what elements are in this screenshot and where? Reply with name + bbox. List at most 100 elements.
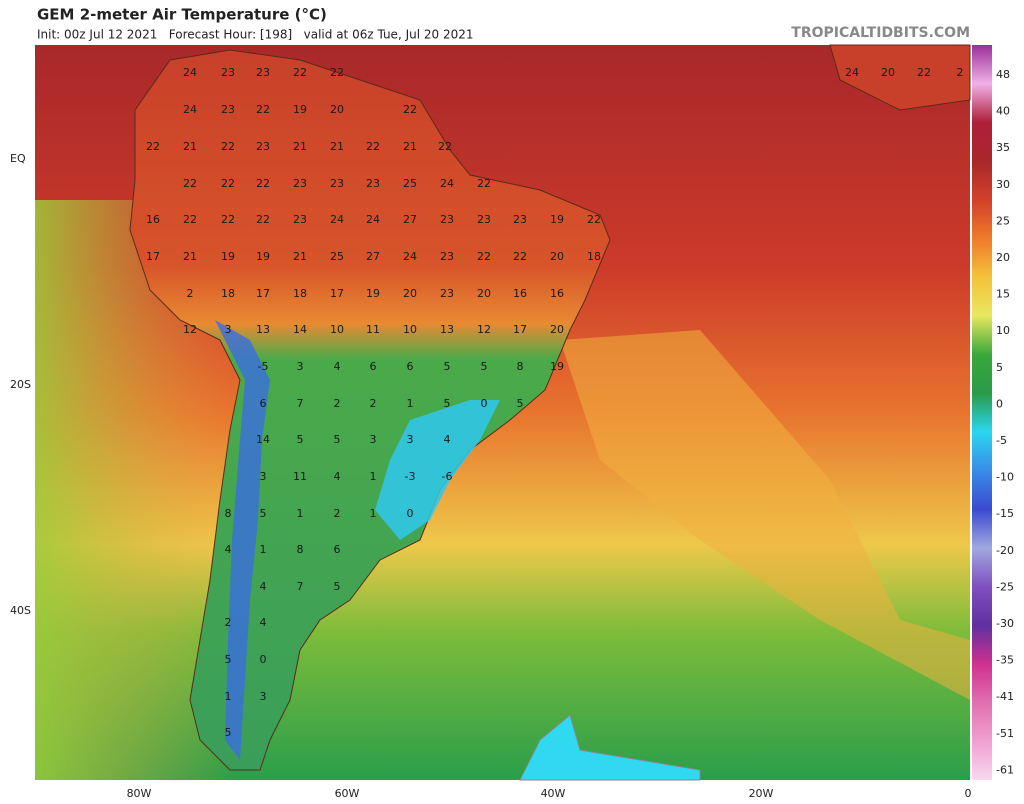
temperature-label: 10 [403, 323, 417, 336]
temperature-label: 16 [513, 287, 527, 300]
colorbar-label: 30 [996, 178, 1010, 191]
temperature-label: 3 [370, 433, 377, 446]
colorbar-label: -61 [996, 763, 1014, 776]
temperature-label: 6 [370, 360, 377, 373]
colorbar-label: 0 [996, 397, 1003, 410]
temperature-label: 14 [256, 433, 270, 446]
temperature-label: 4 [260, 616, 267, 629]
colorbar-label: -51 [996, 727, 1014, 740]
temperature-label: 2 [187, 287, 194, 300]
warm-tongue [560, 330, 970, 700]
temperature-label: 22 [513, 250, 527, 263]
temperature-label: 21 [330, 140, 344, 153]
temperature-label: 6 [260, 397, 267, 410]
temperature-label: 1 [225, 690, 232, 703]
colorbar [972, 45, 992, 780]
colorbar-label: -41 [996, 690, 1014, 703]
temperature-label: 5 [334, 580, 341, 593]
lon-label: 60W [335, 787, 360, 800]
temperature-label: 25 [330, 250, 344, 263]
temperature-label: 17 [256, 287, 270, 300]
cold-southeast [375, 400, 500, 540]
temperature-label: 19 [256, 250, 270, 263]
temperature-label: 24 [366, 213, 380, 226]
temperature-label: 21 [403, 140, 417, 153]
temperature-label: 1 [407, 397, 414, 410]
temperature-label: 24 [183, 66, 197, 79]
temperature-label: 6 [407, 360, 414, 373]
temperature-label: 23 [440, 250, 454, 263]
temperature-label: 22 [366, 140, 380, 153]
colorbar-label: -25 [996, 580, 1014, 593]
lat-label: EQ [10, 152, 26, 165]
temperature-label: 23 [256, 66, 270, 79]
colorbar-label: -5 [996, 434, 1007, 447]
temperature-label: 24 [183, 103, 197, 116]
temperature-label: 22 [256, 103, 270, 116]
temperature-label: 20 [550, 323, 564, 336]
temperature-label: 13 [440, 323, 454, 336]
temperature-label: 2 [225, 616, 232, 629]
temperature-label: 20 [881, 66, 895, 79]
temperature-label: 16 [550, 287, 564, 300]
temperature-label: 19 [293, 103, 307, 116]
temperature-label: 8 [297, 543, 304, 556]
temperature-label: 22 [256, 177, 270, 190]
lat-label: 40S [10, 604, 31, 617]
temperature-label: 5 [225, 653, 232, 666]
temperature-label: 19 [366, 287, 380, 300]
temperature-label: 20 [477, 287, 491, 300]
lon-label: 0 [965, 787, 972, 800]
temperature-label: 13 [256, 323, 270, 336]
temperature-label: 22 [183, 177, 197, 190]
temperature-label: 23 [256, 140, 270, 153]
temperature-label: 12 [477, 323, 491, 336]
lat-label: 20S [10, 378, 31, 391]
temperature-label: 18 [293, 287, 307, 300]
temperature-label: 5 [225, 726, 232, 739]
temperature-label: 22 [256, 213, 270, 226]
temperature-label: 2 [957, 66, 964, 79]
temperature-label: 21 [293, 140, 307, 153]
temperature-label: 3 [260, 690, 267, 703]
temperature-label: 14 [293, 323, 307, 336]
temperature-label: 18 [587, 250, 601, 263]
colorbar-label: -35 [996, 654, 1014, 667]
temperature-label: 2 [334, 507, 341, 520]
temperature-label: 22 [477, 177, 491, 190]
temperature-label: 1 [260, 543, 267, 556]
temperature-label: 19 [550, 360, 564, 373]
colorbar-label: -10 [996, 471, 1014, 484]
temperature-label: 5 [444, 360, 451, 373]
temperature-label: 7 [297, 580, 304, 593]
subtitle: Init: 00z Jul 12 2021 Forecast Hour: [19… [37, 28, 474, 42]
temperature-label: 22 [146, 140, 160, 153]
temperature-label: 0 [481, 397, 488, 410]
temperature-label: 3 [407, 433, 414, 446]
temperature-label: 20 [550, 250, 564, 263]
temperature-label: 22 [221, 177, 235, 190]
temperature-label: 4 [260, 580, 267, 593]
temperature-label: 22 [183, 213, 197, 226]
temperature-label: 4 [444, 433, 451, 446]
temperature-label: 22 [221, 140, 235, 153]
temperature-label: 5 [334, 433, 341, 446]
colorbar-label: 15 [996, 288, 1010, 301]
temperature-label: 23 [477, 213, 491, 226]
temperature-label: 0 [407, 507, 414, 520]
temperature-label: 8 [517, 360, 524, 373]
temperature-label: 6 [334, 543, 341, 556]
andes-cold [215, 320, 270, 760]
temperature-label: 27 [366, 250, 380, 263]
temperature-label: 23 [330, 177, 344, 190]
temperature-label: 2 [334, 397, 341, 410]
lon-label: 80W [127, 787, 152, 800]
temperature-label: 4 [334, 360, 341, 373]
temperature-label: 7 [297, 397, 304, 410]
temperature-label: 18 [221, 287, 235, 300]
temperature-label: 23 [221, 103, 235, 116]
temperature-label: 21 [293, 250, 307, 263]
colorbar-label: 48 [996, 68, 1010, 81]
temperature-label: 22 [293, 66, 307, 79]
temperature-label: 20 [403, 287, 417, 300]
